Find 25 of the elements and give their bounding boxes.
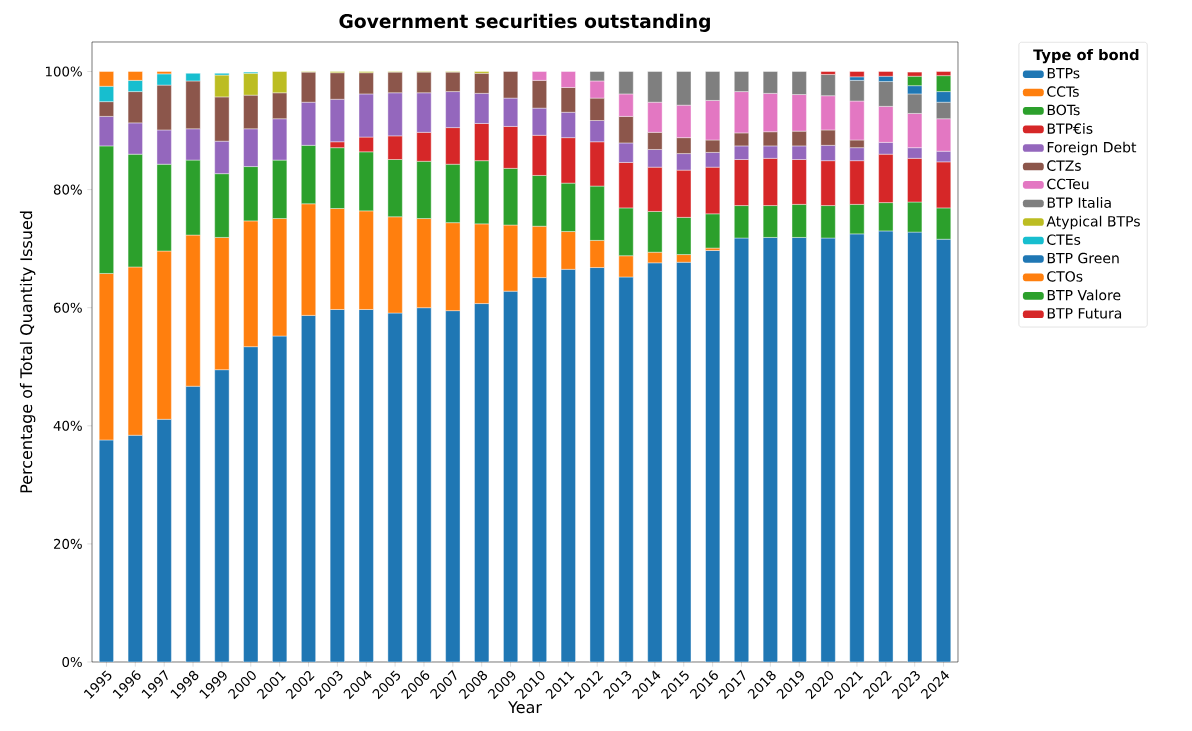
- y-tick-label: 0%: [62, 656, 82, 668]
- x-axis-title: Year: [508, 701, 542, 714]
- legend-label: CCTeu: [1047, 178, 1089, 190]
- legend-label: BTP Italia: [1047, 197, 1111, 208]
- y-tick-label: 20%: [53, 538, 82, 549]
- y-tick-label: 40%: [53, 420, 82, 431]
- legend-label: BTP Valore: [1047, 289, 1121, 301]
- legend-label: BTP Green: [1047, 252, 1119, 264]
- legend-label: Atypical BTPs: [1046, 215, 1140, 230]
- legend-label: CTZs: [1047, 160, 1081, 171]
- y-tick-label: 60%: [53, 302, 82, 313]
- bar: [849, 71, 865, 78]
- chart-title: Government securities outstanding: [339, 13, 710, 32]
- legend-label: BTP€is: [1047, 123, 1093, 134]
- y-tick-label: 100%: [45, 66, 82, 77]
- y-tick-label: 80%: [53, 184, 82, 195]
- legend-label: Foreign Debt: [1047, 141, 1137, 156]
- legend-label: BTPs: [1047, 68, 1080, 79]
- legend-title: Type of bond: [1033, 48, 1139, 64]
- legend-label: BTP Futura: [1047, 308, 1122, 319]
- legend-label: CTEs: [1047, 234, 1081, 245]
- legend-label: CCTs: [1047, 86, 1079, 97]
- legend-label: BOTs: [1047, 104, 1080, 116]
- y-axis-title: Percentage of Total Quantity Issued: [19, 211, 36, 493]
- legend-label: CTOs: [1047, 271, 1083, 282]
